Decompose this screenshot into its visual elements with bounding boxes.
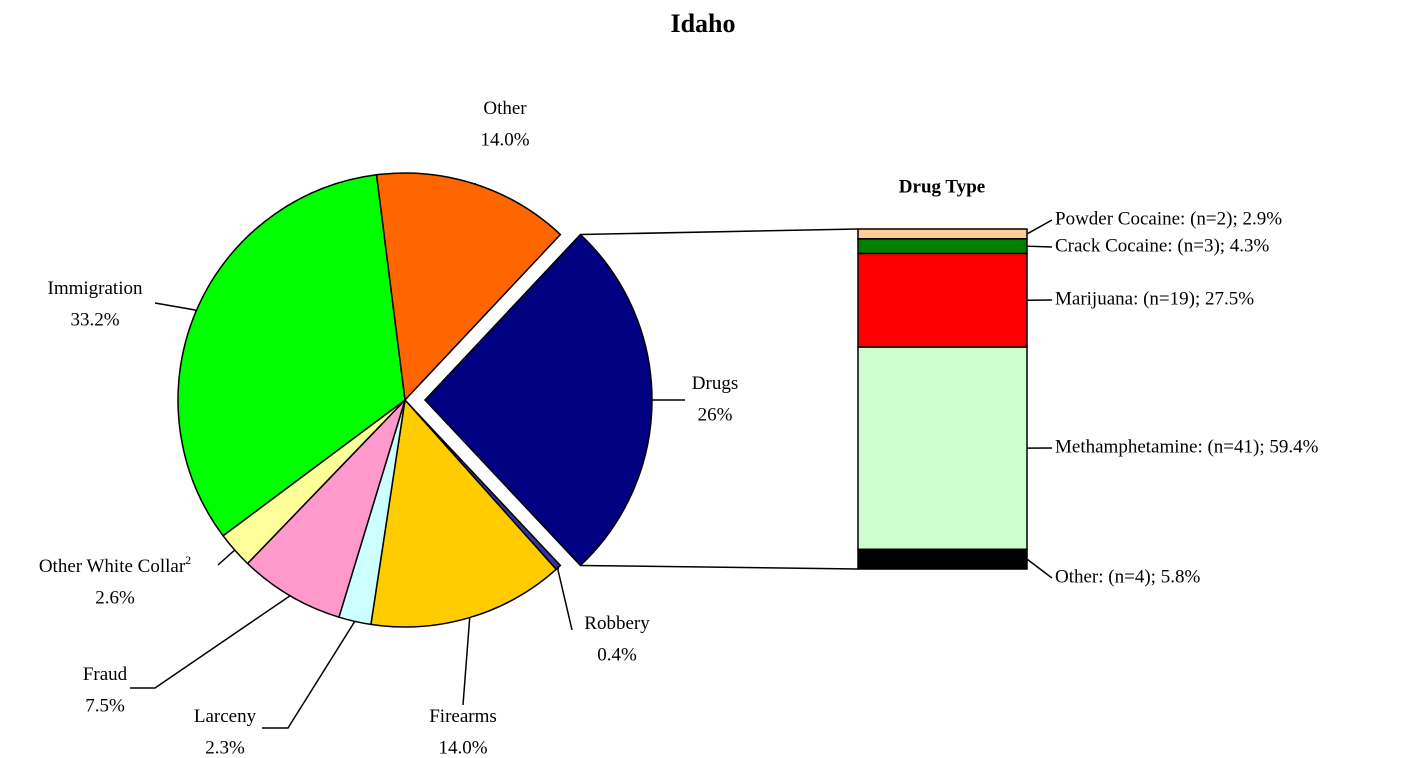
leader-line <box>154 302 197 312</box>
bar-segment <box>857 228 1028 240</box>
bar-title: Drug Type <box>899 176 985 197</box>
leader-line <box>262 620 356 729</box>
leader-line <box>1026 219 1053 235</box>
bar-label: Other: (n=4); 5.8% <box>1055 566 1200 587</box>
leader-line <box>130 595 291 689</box>
slice-value: 14.0% <box>480 129 529 150</box>
bar-segment <box>857 346 1028 551</box>
bar-label: Methamphetamine: (n=41); 59.4% <box>1055 436 1319 457</box>
bar-segment <box>857 252 1028 348</box>
slice-label: Drugs <box>692 373 738 394</box>
bar-segment <box>857 548 1028 570</box>
slice-value: 14.0% <box>438 737 487 758</box>
leader-line <box>462 617 471 706</box>
bar-segment <box>857 238 1028 255</box>
slice-value: 33.2% <box>70 309 119 330</box>
slice-label: Fraud <box>83 664 128 685</box>
slice-label: Larceny <box>194 706 257 727</box>
slice-name: Immigration <box>48 278 143 299</box>
slice-label: Robbery <box>584 613 650 634</box>
slice-name: Fraud <box>83 664 128 685</box>
leader-line <box>1026 558 1053 579</box>
slice-value: 26% <box>698 404 733 425</box>
slice-label: Immigration <box>48 278 143 299</box>
bar-label: Crack Cocaine: (n=3); 4.3% <box>1055 235 1270 256</box>
slice-value: 7.5% <box>85 695 125 716</box>
slice-label: Other <box>483 98 527 119</box>
leader-line <box>557 567 573 631</box>
leader-line <box>1026 245 1053 248</box>
leader-line <box>217 549 236 566</box>
slice-name: Firearms <box>429 706 497 727</box>
bar-label: Marijuana: (n=19); 27.5% <box>1055 288 1254 309</box>
slice-name: Drugs <box>692 373 738 394</box>
slice-name: Larceny <box>194 706 257 727</box>
slice-value: 0.4% <box>597 644 637 665</box>
slice-name: Other <box>483 98 527 119</box>
slice-name: Robbery <box>584 613 650 634</box>
bar-label: Powder Cocaine: (n=2); 2.9% <box>1055 208 1282 229</box>
pie-slice <box>423 233 653 567</box>
zoom-line <box>580 228 859 236</box>
footnote-marker: 2 <box>185 553 191 567</box>
chart-title: Idaho <box>670 9 735 38</box>
zoom-line <box>580 564 859 570</box>
slice-value: 2.3% <box>205 737 245 758</box>
pie-slice <box>246 399 406 619</box>
slice-label: Firearms <box>429 706 497 727</box>
slice-value: 2.6% <box>95 587 135 608</box>
slice-label: Other White Collar2 <box>39 553 191 578</box>
slice-name: Other White Collar <box>39 556 186 577</box>
